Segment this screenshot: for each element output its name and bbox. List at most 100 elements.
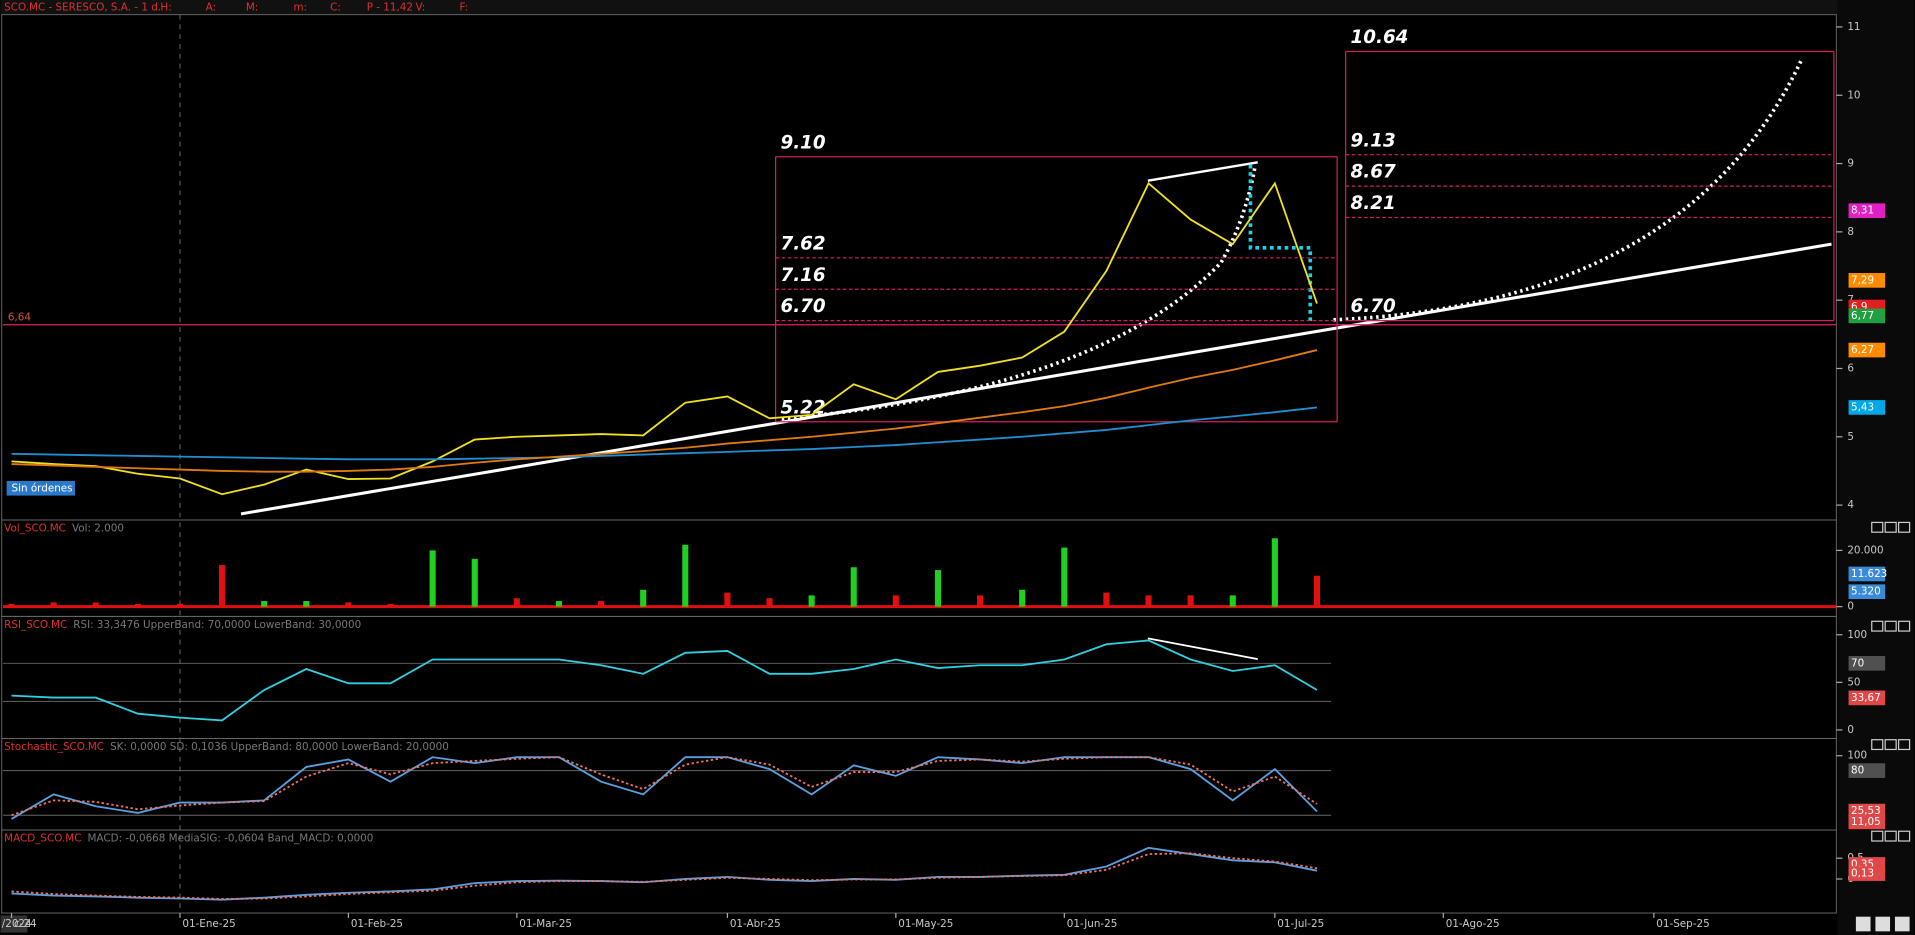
support-label: 6,64 <box>8 311 31 323</box>
volume-bar <box>724 592 731 607</box>
price-tag <box>1848 342 1886 358</box>
volume-bar <box>92 602 99 607</box>
panel-info: Vol: 2.000 <box>72 523 124 535</box>
maximize-button[interactable] <box>1884 521 1897 533</box>
minimize-button[interactable] <box>1871 830 1884 842</box>
y-tick-label: 0 <box>1847 724 1854 736</box>
minimize-button[interactable] <box>1871 620 1884 632</box>
header-field: P - 11,42 <box>367 1 413 13</box>
window-buttons <box>1855 521 1911 932</box>
volume-bar <box>219 565 226 607</box>
price-tag <box>1848 655 1886 671</box>
y-tick-label: 0 <box>1847 601 1854 613</box>
tool-button[interactable] <box>1875 916 1891 932</box>
volume-bar <box>134 603 141 607</box>
volume-bar <box>1187 595 1194 607</box>
level-label: 10.64 <box>1351 27 1409 48</box>
orders-button[interactable] <box>6 480 75 496</box>
price-tag-label: 0,13 <box>1851 868 1874 880</box>
x-tick-label: 01-Abr-25 <box>730 918 781 930</box>
volume-bar <box>1061 547 1068 607</box>
price-tag <box>1848 814 1886 830</box>
minimize-button[interactable] <box>1871 739 1884 751</box>
volume-bar <box>1271 538 1278 607</box>
y-tick-label: 8 <box>1847 226 1854 238</box>
x-tick-label: 01-May-25 <box>898 918 953 930</box>
series-line <box>11 639 1318 722</box>
price-tag-label: 5,43 <box>1851 401 1874 413</box>
trend-line <box>240 242 1832 516</box>
volume-bar <box>766 598 773 607</box>
close-button[interactable] <box>1897 830 1911 842</box>
orders-button-label: Sin órdenes <box>12 482 73 494</box>
panel-name: Vol_SCO.MC <box>4 523 66 535</box>
cyan-path <box>1248 164 1313 324</box>
minimize-button[interactable] <box>1871 521 1884 533</box>
y-tick-label: 10 <box>1847 89 1860 101</box>
volume-bar <box>8 603 15 607</box>
volume-bar <box>934 570 942 607</box>
volume-bar <box>50 602 57 607</box>
level-label: 8.21 <box>1351 193 1396 214</box>
volume-bar <box>977 595 984 607</box>
volume-bar <box>176 603 184 607</box>
level-label: 7.16 <box>781 265 826 286</box>
close-button[interactable] <box>1897 739 1911 751</box>
volume-bar <box>598 601 605 607</box>
header-field: F: <box>459 1 468 13</box>
level-label: 9.13 <box>1351 130 1396 151</box>
level-label: 8.67 <box>1351 162 1396 183</box>
close-button[interactable] <box>1897 620 1911 632</box>
tool-button[interactable] <box>1894 916 1910 932</box>
price-tag-label: 6,77 <box>1851 310 1874 322</box>
rsi-divergence <box>1147 637 1258 661</box>
volume-bar <box>682 544 689 607</box>
price-tag <box>1848 273 1886 288</box>
volume-bar <box>471 558 478 607</box>
header-field: A: <box>206 1 216 13</box>
tool-button[interactable] <box>1855 916 1871 932</box>
right-column <box>1837 0 1915 935</box>
header-field: m: <box>293 1 307 13</box>
close-button[interactable] <box>1897 521 1911 533</box>
maximize-button[interactable] <box>1884 620 1897 632</box>
header-field: M: <box>246 1 258 13</box>
maximize-button[interactable] <box>1884 830 1897 842</box>
x-tick-label: 01-Sep-25 <box>1656 918 1709 930</box>
panel-name: Stochastic_SCO.MC <box>4 741 104 753</box>
panel-frame <box>1 829 1837 914</box>
level-label: 7.62 <box>781 233 826 254</box>
price-tag-label: 33,67 <box>1851 692 1881 704</box>
volume-bar <box>808 595 815 607</box>
x-tick-label: 01-Ago-25 <box>1446 918 1500 930</box>
y-tick-label: 100 <box>1847 629 1867 641</box>
price-tag <box>1848 690 1886 706</box>
price-tag-label: 70 <box>1851 657 1864 669</box>
y-tick-label: 5 <box>1847 431 1854 443</box>
x-tick-label: 01-Feb-25 <box>351 918 403 930</box>
header-field: C: <box>330 1 341 13</box>
header-bar <box>0 0 1838 15</box>
price-tag-label: 7,29 <box>1851 274 1874 286</box>
level-label: 9.10 <box>781 132 826 153</box>
volume-bar <box>892 595 899 607</box>
price-tag <box>1848 203 1886 219</box>
projection-curve <box>1333 60 1803 322</box>
header-title: SCO.MC - SERESCO, S.A. - 1 d. <box>4 1 161 13</box>
x-tick-label: 01-Jul-25 <box>1277 918 1324 930</box>
panel-name: RSI_SCO.MC <box>4 619 67 631</box>
y-tick-label: 20.000 <box>1847 544 1883 556</box>
level-label: 6.70 <box>1351 296 1396 317</box>
maximize-button[interactable] <box>1884 739 1897 751</box>
price-tag-label: 5.320 <box>1851 586 1881 598</box>
series-line <box>11 852 1318 900</box>
panel-name: MACD_SCO.MC <box>4 833 81 845</box>
price-tag-label: 8,31 <box>1851 205 1874 217</box>
panel-info: MACD: -0,0668 MediaSIG: -0,0604 Band_MAC… <box>88 833 374 845</box>
top-line <box>1147 161 1258 182</box>
y-tick-label: 100 <box>1847 750 1867 762</box>
price-tag-label: 6,27 <box>1851 344 1874 356</box>
price-tag-label: 25,53 <box>1851 805 1881 817</box>
price-tag-label: 11.623 <box>1851 568 1887 580</box>
